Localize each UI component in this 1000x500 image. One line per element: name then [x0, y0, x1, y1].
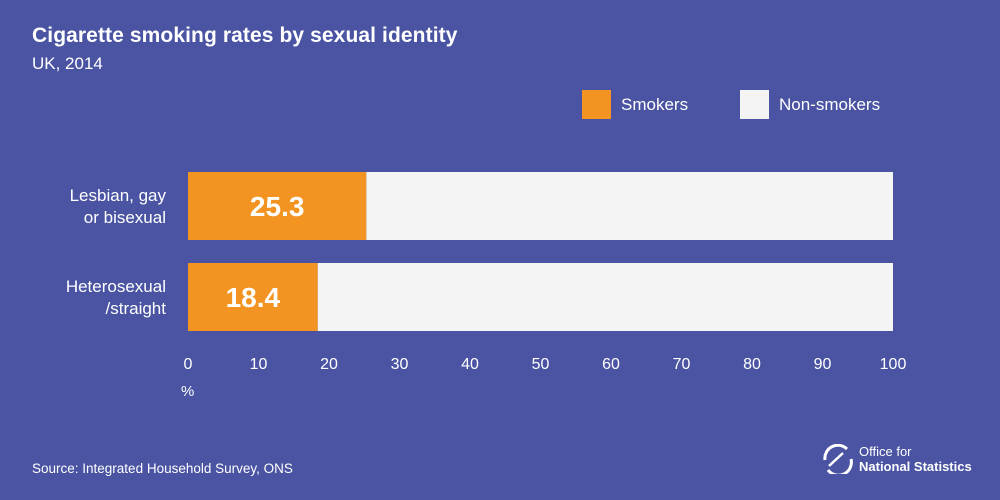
legend-item-smokers: Smokers [582, 90, 688, 119]
bar-smokers-1 [188, 263, 318, 331]
x-tick-label-8: 80 [743, 356, 761, 373]
category-label-1-line-0: Heterosexual [66, 277, 166, 296]
bar-smokers-0 [188, 172, 367, 240]
data-label-0: 25.3 [250, 191, 305, 222]
chart-title: Cigarette smoking rates by sexual identi… [32, 24, 458, 47]
legend-label-smokers: Smokers [621, 94, 689, 114]
legend-label-non-smokers: Non-smokers [779, 94, 881, 114]
logo-text-line2: National Statistics [859, 459, 972, 474]
x-tick-label-2: 20 [320, 356, 338, 373]
source-note: Source: Integrated Household Survey, ONS [32, 461, 293, 476]
x-tick-label-10: 100 [880, 356, 907, 373]
chart-subtitle: UK, 2014 [32, 54, 103, 73]
x-tick-label-4: 40 [461, 356, 479, 373]
x-tick-label-7: 70 [673, 356, 691, 373]
x-tick-label-1: 10 [250, 356, 268, 373]
category-label-0-line-0: Lesbian, gay [70, 186, 167, 205]
legend-item-non-smokers: Non-smokers [740, 90, 880, 119]
logo-text-line1: Office for [859, 444, 912, 459]
x-tick-label-3: 30 [391, 356, 409, 373]
x-tick-label-6: 60 [602, 356, 620, 373]
x-axis-unit: % [181, 383, 195, 400]
data-label-1: 18.4 [226, 282, 281, 313]
ons-logo: Office for National Statistics [823, 444, 972, 474]
ons-logo-icon [823, 444, 853, 474]
x-tick-label-5: 50 [532, 356, 550, 373]
legend-swatch-non-smokers [740, 90, 769, 119]
bar-non-smokers-1 [317, 263, 894, 331]
x-tick-label-9: 90 [814, 356, 832, 373]
legend-swatch-smokers [582, 90, 611, 119]
x-tick-label-0: 0 [184, 356, 193, 373]
category-label-1-line-1: /straight [106, 299, 167, 318]
bar-non-smokers-0 [366, 172, 893, 240]
category-label-0-line-1: or bisexual [84, 208, 166, 227]
